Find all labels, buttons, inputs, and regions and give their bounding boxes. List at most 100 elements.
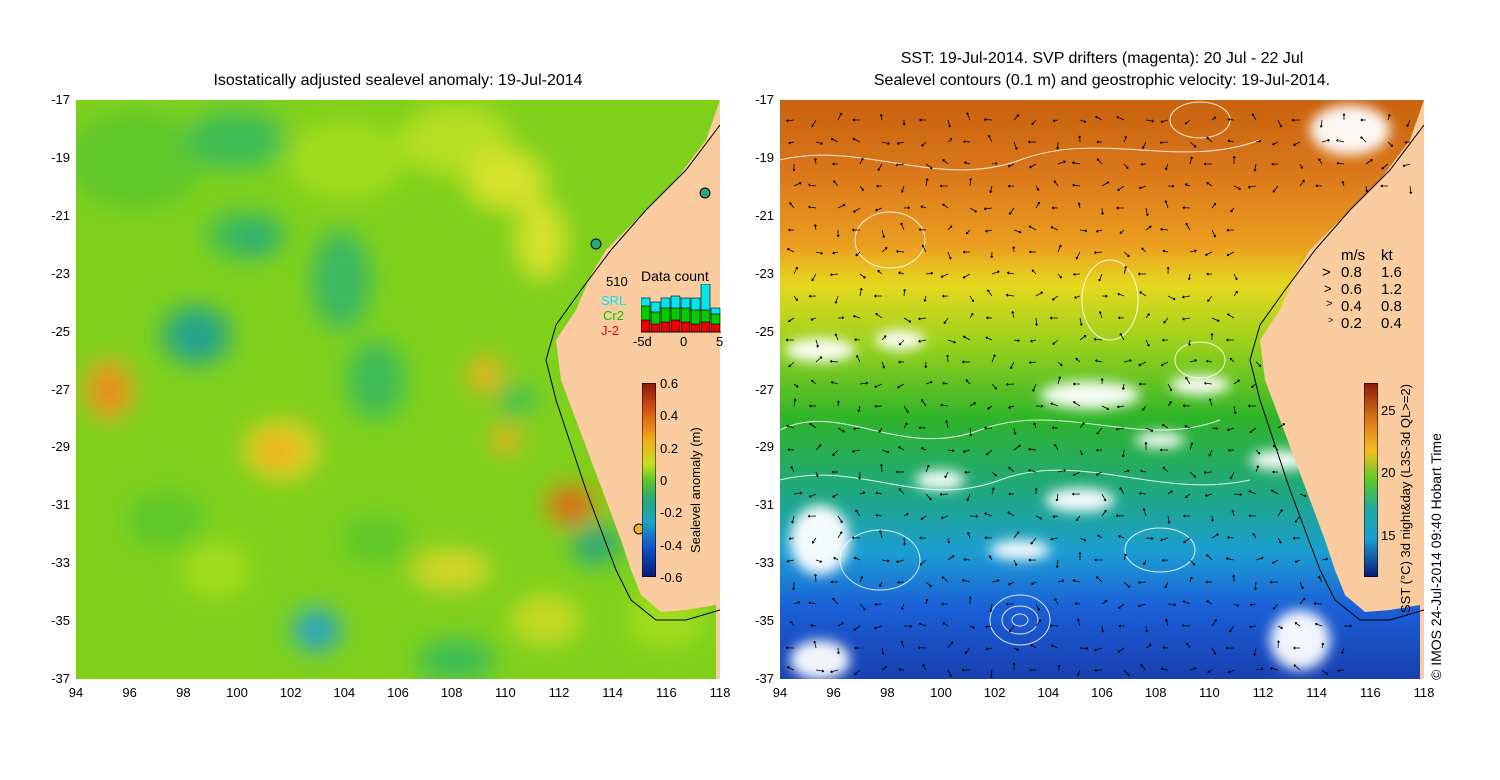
velocity-arrow: [1225, 557, 1235, 561]
velocity-arrow: [832, 251, 839, 255]
velocity-arrow: [1337, 669, 1345, 672]
velocity-arrow: [1079, 646, 1089, 650]
imos-credit: © IMOS 24-Jul-2014 09:40 Hobart Time: [1428, 433, 1444, 680]
velocity-arrow: [1211, 533, 1219, 539]
velocity-arrow: [1139, 491, 1147, 495]
velocity-arrow: [1184, 183, 1191, 187]
data-count-bar: [660, 307, 671, 323]
velocity-arrow: [991, 162, 998, 165]
velocity-arrow: [921, 141, 927, 147]
velocity-arrow: [963, 161, 971, 165]
velocity-arrow: [1182, 600, 1191, 605]
velocity-arrow: [1163, 317, 1169, 324]
velocity-arrow: [1138, 361, 1147, 367]
data-count-bar: [670, 319, 681, 333]
velocity-arrow: [859, 273, 866, 279]
left_panel-ytick: -31: [51, 497, 70, 513]
velocity-arrow: [1167, 184, 1175, 188]
right_panel-ytick: -27: [755, 381, 774, 397]
velocity-arrow: [1013, 647, 1019, 651]
velocity-arrow: [809, 404, 817, 408]
velocity-arrow: [947, 225, 953, 231]
velocity-arrow: [1101, 493, 1107, 502]
velocity-arrow: [813, 158, 817, 165]
velocity-arrow: [1101, 625, 1105, 633]
velocity-arrow: [1139, 291, 1147, 297]
left_panel-ytick: -21: [51, 207, 70, 223]
velocity-legend-ms: 0.8: [1341, 264, 1362, 281]
velocity-arrow: [1182, 295, 1191, 299]
velocity-arrow: [903, 537, 906, 546]
velocity-arrow: [881, 559, 890, 563]
velocity-arrow: [1164, 581, 1169, 589]
velocity-arrow: [1189, 667, 1197, 671]
velocity-arrow: [832, 597, 839, 605]
velocity-arrow: [836, 400, 840, 407]
velocity-arrow: [1052, 339, 1059, 345]
velocity-arrow: [1117, 603, 1125, 609]
velocity-arrow: [854, 669, 861, 675]
velocity-arrow: [1050, 537, 1059, 541]
velocity-arrow: [896, 141, 905, 145]
velocity-arrow: [903, 422, 908, 429]
velocity-arrow: [1049, 316, 1059, 320]
velocity-arrow: [991, 579, 1000, 583]
velocity-arrow: [985, 625, 993, 629]
velocity-arrow: [898, 339, 905, 346]
velocity-arrow: [947, 251, 952, 260]
velocity-arrow: [1117, 647, 1125, 653]
velocity-arrow: [1248, 514, 1257, 518]
velocity-arrow: [918, 622, 927, 627]
velocity-arrow: [808, 601, 817, 605]
sealevel-colorbar-tick: 0: [660, 473, 668, 488]
velocity-arrow: [1100, 207, 1104, 215]
velocity-arrow: [1227, 118, 1235, 121]
velocity-legend-ms: 0.2: [1341, 315, 1362, 332]
velocity-arrow: [811, 537, 817, 544]
velocity-arrow: [1057, 160, 1066, 165]
data-count-bar: [660, 321, 671, 333]
velocity-arrow: [989, 185, 993, 194]
velocity-arrow: [896, 250, 905, 253]
velocity-arrow: [1101, 405, 1110, 410]
velocity-arrow: [942, 294, 949, 298]
velocity-arrow: [947, 339, 956, 344]
velocity-arrow: [925, 464, 930, 473]
velocity-arrow: [1121, 383, 1125, 390]
velocity-arrow: [881, 361, 886, 369]
velocity-arrow: [1035, 619, 1042, 627]
velocity-arrow: [962, 360, 971, 364]
velocity-arrow: [969, 295, 975, 303]
velocity-arrow: [943, 317, 949, 324]
right_panel-ytick: -19: [755, 149, 774, 165]
velocity-arrow: [1072, 161, 1081, 165]
velocity-arrow: [925, 493, 932, 501]
velocity-arrow: [1035, 185, 1040, 191]
velocity-arrow: [1318, 158, 1323, 165]
sst-map[interactable]: [780, 100, 1424, 679]
velocity-arrow: [1186, 642, 1191, 649]
velocity-arrow: [947, 641, 954, 649]
velocity-arrow: [1117, 292, 1125, 297]
velocity-arrow: [815, 356, 823, 363]
velocity-arrow: [947, 138, 953, 143]
velocity-arrow: [1008, 492, 1015, 496]
velocity-arrow: [881, 229, 886, 238]
velocity-arrow: [967, 531, 971, 539]
velocity-arrow: [1164, 200, 1169, 209]
velocity-arrow: [859, 491, 866, 495]
velocity-arrow: [1027, 140, 1037, 144]
velocity-arrow: [1211, 202, 1217, 209]
velocity-arrow: [1207, 295, 1213, 302]
velocity-arrow: [1205, 580, 1213, 584]
velocity-arrow: [903, 405, 909, 413]
velocity-arrow: [1208, 449, 1213, 457]
velocity-arrow: [1230, 471, 1235, 480]
velocity-arrow: [900, 640, 905, 649]
velocity-arrow: [787, 448, 795, 452]
velocity-arrow: [1035, 515, 1043, 520]
velocity-arrow: [1187, 273, 1191, 281]
velocity-arrow: [902, 119, 906, 126]
velocity-arrow: [1100, 378, 1104, 385]
sealevel-anomaly-map[interactable]: [76, 100, 720, 679]
